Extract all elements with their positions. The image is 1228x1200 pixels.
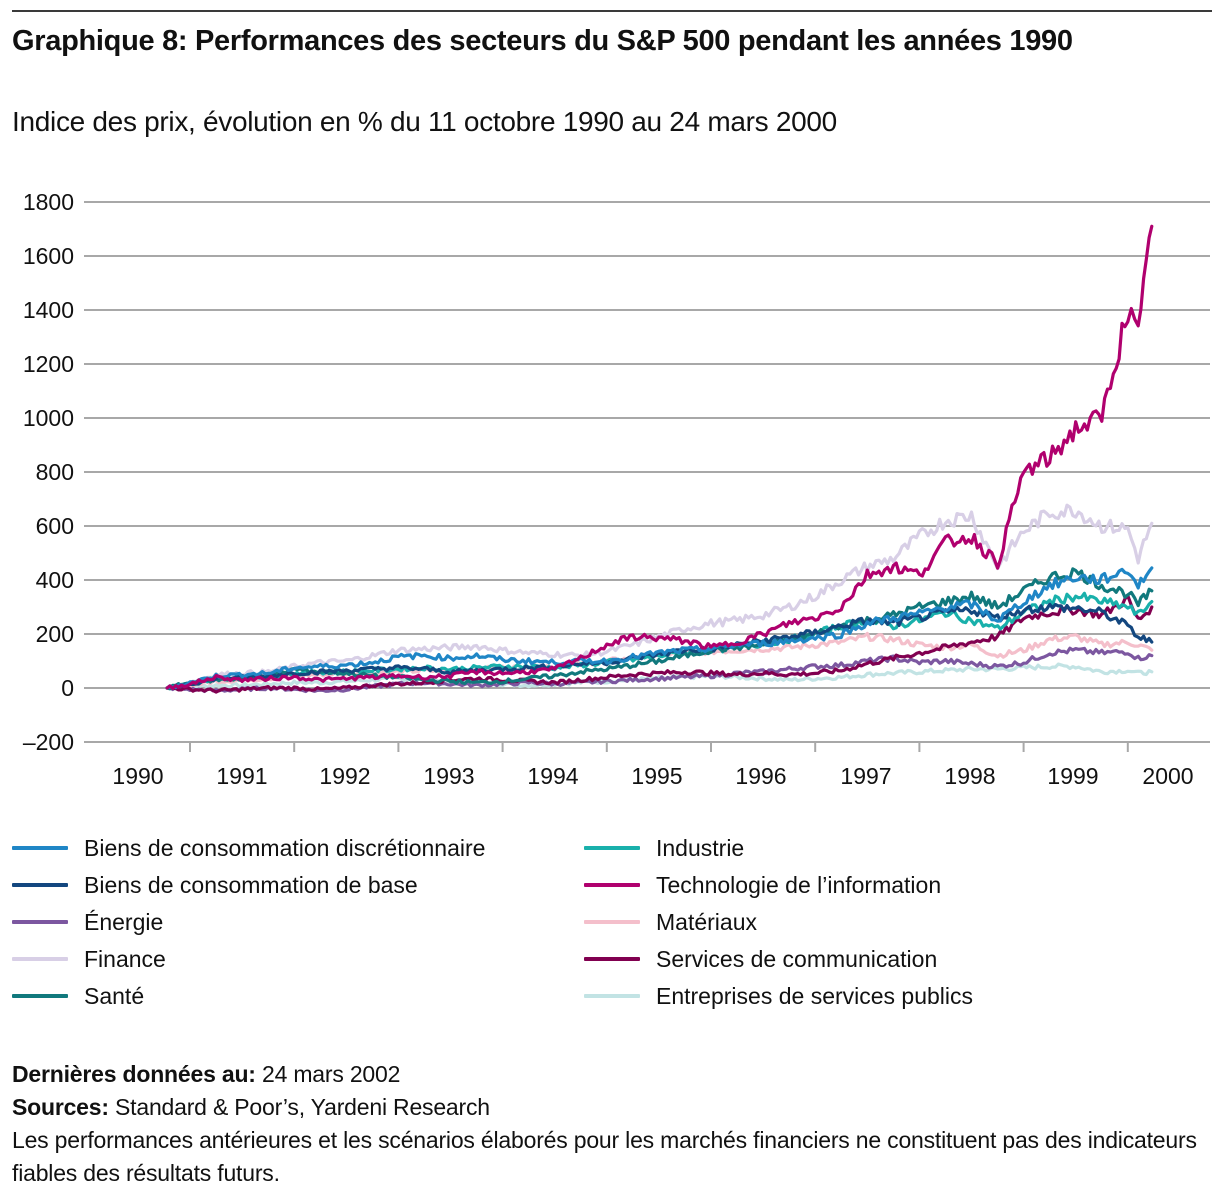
legend-label: Industrie: [656, 834, 745, 861]
chart-title: Graphique 8: Performances des secteurs d…: [12, 25, 1073, 57]
legend-item: Finance: [12, 944, 166, 974]
sources-note: Sources: Standard & Poor’s, Yardeni Rese…: [12, 1091, 1212, 1124]
legend-item: Biens de consommation de base: [12, 870, 418, 900]
top-rule: [12, 10, 1212, 12]
legend-label: Technologie de l’information: [656, 871, 942, 898]
disclaimer: Les performances antérieures et les scén…: [12, 1127, 1197, 1186]
legend-label: Entreprises de services publics: [656, 982, 974, 1009]
x-tick-label: 1999: [1047, 763, 1098, 789]
series-line-0: [165, 566, 1154, 690]
legend-item: Santé: [12, 981, 144, 1011]
x-tick-label: 1998: [944, 763, 995, 789]
y-tick-label: 800: [36, 459, 74, 485]
last-data-label: Dernières données au:: [12, 1061, 256, 1087]
legend-item: Technologie de l’information: [584, 870, 941, 900]
y-tick-label: 1200: [23, 351, 74, 377]
sources-label: Sources:: [12, 1094, 109, 1120]
y-tick-label: 400: [36, 567, 74, 593]
legend-swatch: [12, 846, 68, 850]
last-data-value: 24 mars 2002: [255, 1061, 401, 1087]
legend-label: Finance: [84, 945, 166, 972]
legend-label: Énergie: [84, 908, 164, 935]
footer: Dernières données au: 24 mars 2002 Sourc…: [12, 1058, 1212, 1190]
x-tick-label: 1994: [527, 763, 578, 789]
chart-subtitle: Indice des prix, évolution en % du 11 oc…: [12, 106, 837, 137]
x-tick-label: 1992: [319, 763, 370, 789]
x-tick-label: 2000: [1142, 763, 1193, 789]
series-lines: [165, 224, 1154, 694]
last-data-note: Dernières données au: 24 mars 2002: [12, 1058, 1212, 1091]
legend-label: Biens de consommation de base: [84, 871, 418, 898]
legend-swatch: [584, 920, 640, 924]
legend-swatch: [584, 846, 640, 850]
legend-label: Biens de consommation discrétionnaire: [84, 834, 486, 861]
series-line-4: [165, 567, 1154, 691]
series-line-2: [165, 646, 1154, 694]
y-tick-label: 1000: [23, 405, 74, 431]
legend-item: Matériaux: [584, 907, 757, 937]
legend-swatch: [12, 994, 68, 998]
x-tick-label: 1990: [112, 763, 163, 789]
series-line-3: [165, 503, 1154, 690]
legend-label: Santé: [84, 982, 145, 1009]
legend-swatch: [12, 883, 68, 887]
y-tick-label: 0: [61, 675, 74, 701]
y-tick-label: –200: [23, 729, 74, 755]
x-tick-label: 1993: [423, 763, 474, 789]
series-line-9: [165, 662, 1154, 691]
legend-item: Énergie: [12, 907, 163, 937]
legend-item: Industrie: [584, 833, 744, 863]
y-tick-label: 600: [36, 513, 74, 539]
y-tick-label: 1600: [23, 243, 74, 269]
y-axis-tick-labels: –200 0 200 400 600 800 1000 1200 1400 1600 1800: [23, 189, 74, 755]
x-tick-label: 1996: [735, 763, 786, 789]
series-line-6: [165, 224, 1154, 691]
x-axis-ticks: 1990 1991 1992 1993 1994 1995 1996 1997 1998 1999…: [112, 742, 1194, 789]
legend-swatch: [584, 994, 640, 998]
legend-swatch: [584, 883, 640, 887]
legend-item: Services de communication: [584, 944, 937, 974]
legend-item: Entreprises de services publics: [584, 981, 973, 1011]
y-tick-label: 200: [36, 621, 74, 647]
legend-swatch: [584, 957, 640, 961]
legend-item: Biens de consommation discrétionnaire: [12, 833, 485, 863]
line-chart: –200 0 200 400 600 800 1000 1200 1400 1600 1800 19…: [23, 189, 1210, 789]
y-tick-label: 1800: [23, 189, 74, 215]
x-tick-label: 1997: [840, 763, 891, 789]
sources-value: Standard & Poor’s, Yardeni Research: [108, 1094, 490, 1120]
legend-label: Services de communication: [656, 945, 938, 972]
legend-swatch: [12, 920, 68, 924]
x-tick-label: 1991: [216, 763, 267, 789]
legend-label: Matériaux: [656, 908, 757, 935]
x-tick-label: 1995: [631, 763, 682, 789]
legend-swatch: [12, 957, 68, 961]
y-tick-label: 1400: [23, 297, 74, 323]
series-line-8: [165, 594, 1154, 694]
